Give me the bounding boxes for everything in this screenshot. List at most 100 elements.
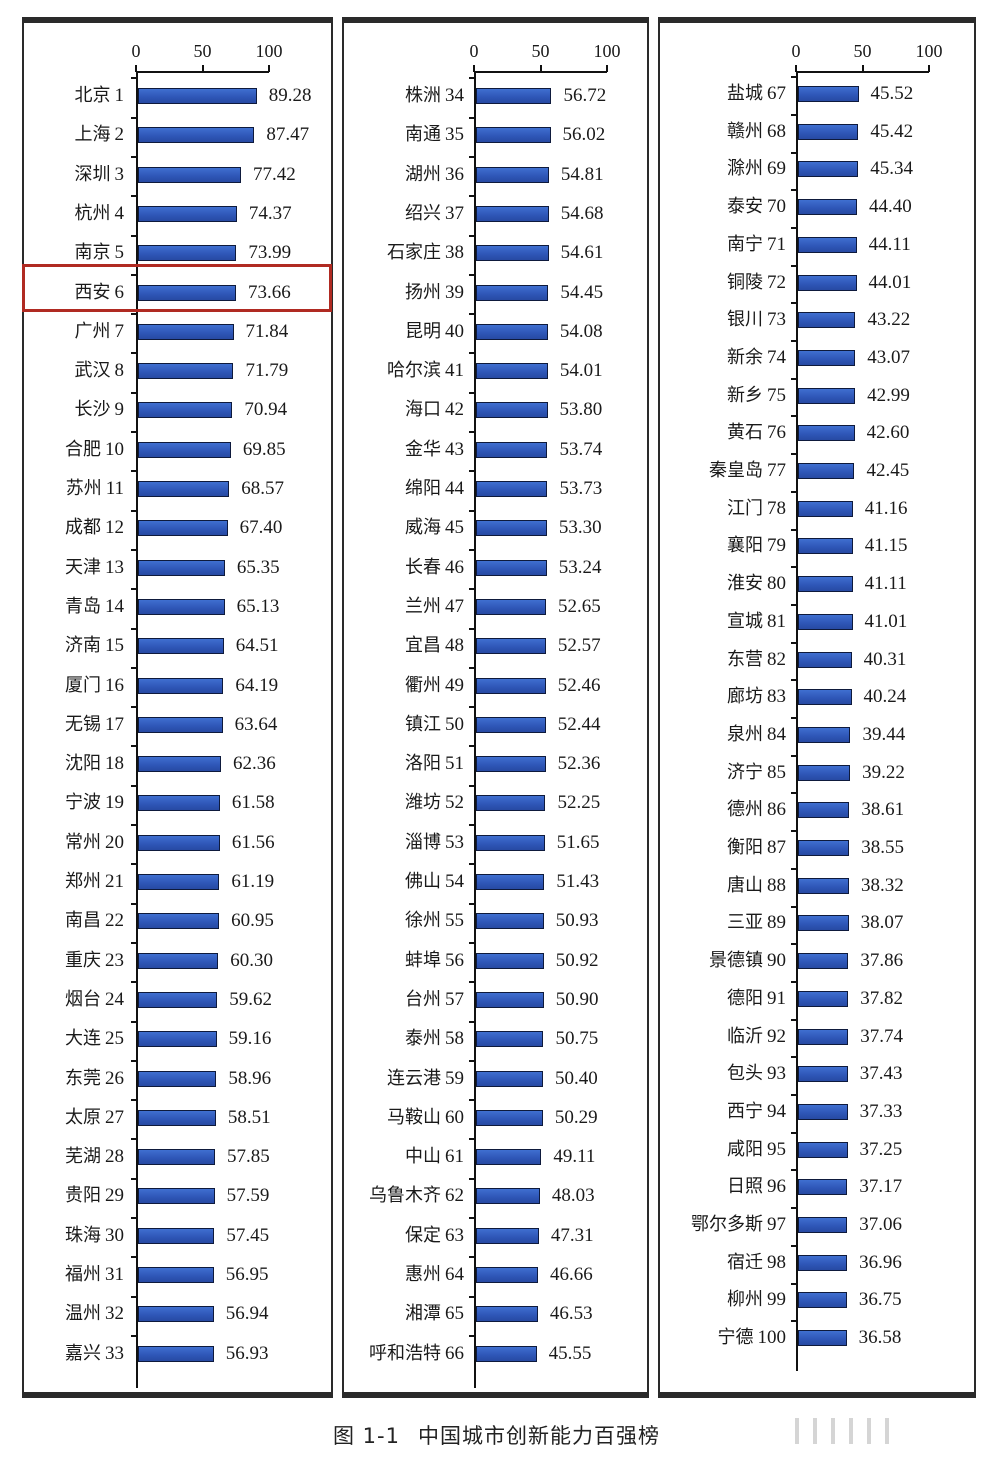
score-bar	[798, 651, 852, 668]
bar-row: 泰州 58 50.75	[344, 1020, 647, 1050]
score-value: 44.40	[869, 196, 912, 218]
y-tick-mark	[469, 273, 474, 276]
score-value: 71.79	[245, 360, 289, 382]
city-rank: 98	[767, 1251, 786, 1273]
score-value: 60.95	[231, 910, 274, 932]
city-label: 郑州 21	[65, 871, 124, 893]
city-name: 宁德	[717, 1327, 754, 1349]
y-tick-mark	[131, 1138, 136, 1141]
y-tick-mark	[791, 603, 796, 606]
score-value: 36.58	[858, 1327, 902, 1349]
score-bar	[138, 1345, 214, 1362]
x-axis-line	[136, 71, 269, 73]
city-label: 西宁 94	[727, 1101, 786, 1123]
city-name: 衡阳	[727, 837, 763, 858]
score-value: 37.43	[859, 1063, 903, 1085]
score-bar	[798, 576, 853, 593]
bar-row: 上海 2 87.47	[24, 116, 331, 146]
y-tick-mark	[791, 415, 796, 418]
score-value: 58.51	[227, 1106, 271, 1128]
city-rank: 93	[767, 1063, 786, 1085]
city-label: 乌鲁木齐 62	[369, 1185, 464, 1207]
city-label: 广州 7	[75, 321, 125, 343]
city-label: 成都 12	[65, 517, 124, 539]
city-name: 苏州	[65, 478, 102, 499]
score-value: 54.81	[560, 163, 604, 185]
y-tick-mark	[131, 470, 136, 473]
bar-row: 柳州 99 36.75	[660, 1282, 974, 1311]
city-name: 哈尔滨	[387, 360, 441, 382]
city-name: 绍兴	[405, 202, 441, 224]
y-tick-mark	[791, 1131, 796, 1134]
city-rank: 64	[445, 1264, 464, 1285]
score-value: 44.11	[868, 233, 911, 255]
city-rank: 39	[445, 281, 464, 303]
bar-row: 新余 74 43.07	[660, 340, 974, 369]
city-name: 株洲	[405, 85, 441, 106]
city-name: 马鞍山	[387, 1106, 441, 1128]
watermark	[795, 1418, 975, 1448]
score-value: 63.64	[234, 713, 278, 735]
y-tick-mark	[791, 980, 796, 983]
city-label: 台州 57	[405, 989, 464, 1011]
city-name: 上海	[74, 124, 111, 146]
score-bar	[476, 638, 546, 655]
city-rank: 25	[105, 1028, 124, 1050]
y-tick-mark	[131, 352, 136, 355]
y-tick-mark	[791, 717, 796, 720]
city-rank: 55	[445, 910, 464, 932]
y-tick-mark	[131, 706, 136, 709]
y-tick-mark	[131, 1177, 136, 1180]
score-value: 52.65	[558, 595, 601, 617]
bar-row: 深圳 3 77.42	[24, 155, 331, 186]
y-tick-mark	[469, 745, 474, 748]
city-label: 襄阳 79	[727, 535, 786, 557]
bar-row: 台州 57 50.90	[344, 981, 647, 1011]
y-tick-mark	[131, 627, 136, 630]
city-label: 蚌埠 56	[405, 950, 464, 972]
bar-row: 盐城 67 45.52	[660, 76, 974, 105]
city-rank: 59	[445, 1067, 464, 1089]
bar-row: 廊坊 83 40.24	[660, 679, 974, 708]
x-tick-label: 100	[255, 41, 283, 61]
score-value: 37.17	[859, 1176, 903, 1198]
city-name: 南宁	[727, 233, 763, 255]
bar-row: 连云港 59 50.40	[344, 1059, 647, 1090]
score-bar	[798, 915, 849, 932]
city-name: 洛阳	[405, 753, 441, 775]
city-rank: 66	[445, 1342, 464, 1364]
score-bar	[798, 1217, 848, 1233]
city-name: 南通	[405, 124, 441, 146]
city-name: 临沂	[727, 1025, 763, 1047]
score-bar	[476, 598, 547, 615]
city-rank: 13	[105, 556, 124, 578]
city-name: 厦门	[65, 674, 101, 696]
score-value: 45.52	[870, 83, 914, 104]
bar-row: 潍坊 52 52.25	[344, 784, 647, 814]
score-bar	[476, 245, 549, 262]
bar-row: 北京 1 89.28	[24, 77, 331, 107]
bar-row: 衢州 49 52.46	[344, 666, 647, 697]
city-name: 海口	[405, 399, 441, 421]
y-tick-mark	[469, 1256, 474, 1259]
city-rank: 70	[767, 196, 786, 218]
y-tick-mark	[469, 784, 474, 787]
bar-row: 嘉兴 33 56.93	[24, 1334, 331, 1365]
score-value: 52.25	[557, 792, 601, 814]
city-name: 成都	[65, 517, 101, 539]
city-label: 呼和浩特 66	[369, 1343, 464, 1365]
city-label: 临沂 92	[727, 1026, 786, 1048]
y-tick-mark	[791, 679, 796, 682]
score-bar	[138, 1070, 217, 1087]
score-bar	[138, 284, 236, 301]
city-label: 淮安 80	[727, 573, 786, 595]
city-label: 厦门 16	[65, 675, 124, 697]
city-rank: 38	[445, 242, 464, 264]
city-rank: 65	[445, 1303, 464, 1325]
bar-row: 湘潭 65 46.53	[344, 1295, 647, 1325]
score-value: 89.28	[268, 85, 312, 106]
city-label: 金华 43	[405, 439, 464, 461]
city-label: 湖州 36	[405, 164, 464, 186]
city-label: 东莞 26	[65, 1068, 124, 1090]
city-rank: 41	[445, 360, 464, 382]
